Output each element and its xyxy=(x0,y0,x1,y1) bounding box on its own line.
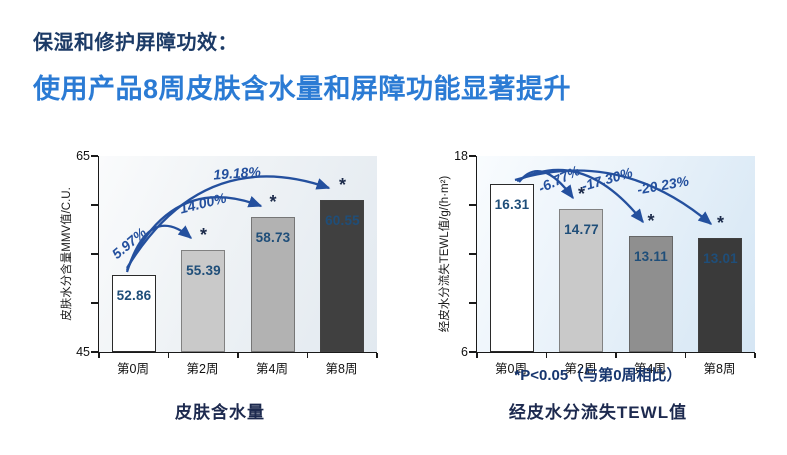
bar-week-2 xyxy=(628,235,673,352)
x-axis-tick xyxy=(167,352,170,358)
chart-tewl-plot: 经皮水分流失TEWL值/g/(h·m²) 16.31 14.77 13.11 13.01… xyxy=(430,148,766,378)
x-axis-label: 第8周 xyxy=(703,362,736,376)
bar-value-label: 58.73 xyxy=(255,230,291,246)
y-axis-tick-label: 18 xyxy=(454,149,468,163)
y-axis-tick xyxy=(90,302,98,304)
y-axis-tick xyxy=(468,204,476,206)
chart-skin-moisture-plot: 皮肤水分含量MMV值/C.U. 52.86 55.39 58.73 60.55 * * * 5.… xyxy=(52,148,388,378)
bar-week-0 xyxy=(111,274,156,352)
plot-area: 52.86 55.39 58.73 60.55 * * * 5.97% 14.00% 19.18% xyxy=(90,155,378,358)
bar-value-label: 13.01 xyxy=(703,250,738,266)
significance-asterisk: * xyxy=(647,210,655,231)
x-axis-label: 第2周 xyxy=(186,362,219,376)
significance-asterisk: * xyxy=(269,192,277,213)
x-axis-label: 第4周 xyxy=(634,362,666,376)
significance-asterisk: * xyxy=(716,212,724,233)
x-axis-label: 第4周 xyxy=(256,362,288,376)
x-axis-tick xyxy=(545,352,548,358)
section-kicker: 保湿和修护屏障功效： xyxy=(33,32,238,54)
percent-change-label: 14.00% xyxy=(178,189,228,217)
charts-row: 皮肤水分含量MMV值/C.U. 52.86 55.39 58.73 60.55 * * * 5.… xyxy=(0,148,787,423)
x-axis-label: 第2周 xyxy=(564,362,597,376)
bar-week-3 xyxy=(698,237,743,352)
x-axis-tick xyxy=(237,352,239,358)
x-axis-label: 第0周 xyxy=(117,362,149,376)
y-axis-tick-label: 45 xyxy=(76,345,90,359)
y-axis-title: 皮肤水分含量MMV值/C.U. xyxy=(61,187,73,321)
page-title: 使用产品8周皮肤含水量和屏障功能显著提升 xyxy=(33,74,572,104)
y-axis-tick xyxy=(90,204,98,206)
y-axis-tick-label: 65 xyxy=(76,149,90,163)
significance-note: *P<0.05（与第0周相比） xyxy=(514,367,682,384)
significance-asterisk: * xyxy=(199,225,207,246)
bar-week-1 xyxy=(559,208,604,352)
bar-value-label: 60.55 xyxy=(325,212,360,228)
bar-value-label: 52.86 xyxy=(116,287,152,303)
y-axis-tick xyxy=(468,302,476,304)
x-axis-tick xyxy=(754,352,756,358)
y-axis-tick xyxy=(90,351,98,353)
percent-change-label: 5.97% xyxy=(108,224,150,262)
x-axis-tick xyxy=(376,352,378,358)
percent-change-label: 19.18% xyxy=(212,163,262,183)
x-axis-tick xyxy=(476,352,478,358)
x-axis-label: 第0周 xyxy=(495,362,527,376)
bar-value-label: 55.39 xyxy=(186,263,221,279)
x-axis-tick xyxy=(615,352,617,358)
plot-area: 16.31 14.77 13.11 13.01 * * * -6.77% -17.30% -20.… xyxy=(468,155,756,358)
chart-skin-moisture-caption: 皮肤含水量 xyxy=(175,403,265,422)
y-axis-tick xyxy=(90,253,98,255)
bar-value-label: 13.11 xyxy=(633,248,669,264)
y-axis-tick xyxy=(90,155,98,157)
chart-tewl: 经皮水分流失TEWL值/g/(h·m²) 16.31 14.77 13.11 13.01… xyxy=(430,148,766,423)
x-axis-tick xyxy=(306,352,309,358)
x-axis-label: 第8周 xyxy=(325,362,358,376)
header: 保湿和修护屏障功效： 使用产品8周皮肤含水量和屏障功能显著提升 xyxy=(0,0,787,106)
y-axis-tick xyxy=(468,351,476,353)
chart-tewl-caption: 经皮水分流失TEWL值 xyxy=(508,403,688,422)
y-axis-tick xyxy=(468,253,476,255)
bar-value-label: 14.77 xyxy=(564,221,599,237)
y-axis-tick xyxy=(468,155,476,157)
x-axis-tick xyxy=(98,352,100,358)
y-axis-title: 经皮水分流失TEWL值/g/(h·m²) xyxy=(439,175,451,333)
y-axis-tick-label: 6 xyxy=(461,345,468,359)
x-axis-tick xyxy=(684,352,687,358)
significance-asterisk: * xyxy=(338,174,346,195)
chart-skin-moisture: 皮肤水分含量MMV值/C.U. 52.86 55.39 58.73 60.55 * * * 5.… xyxy=(52,148,388,423)
